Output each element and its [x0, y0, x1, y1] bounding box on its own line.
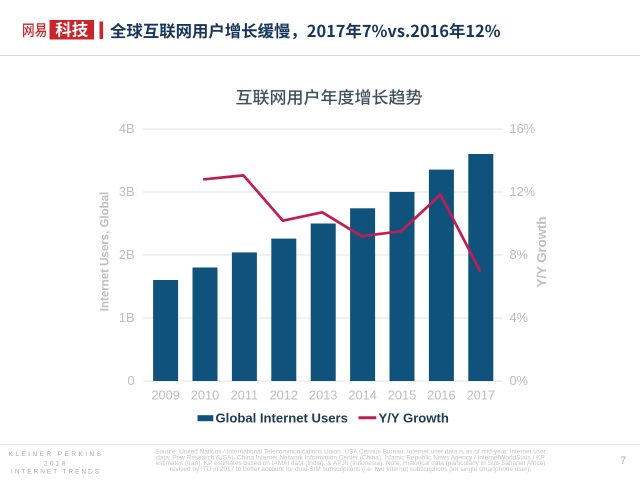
svg-text:2011: 2011 — [231, 388, 259, 403]
svg-text:Y/Y Growth: Y/Y Growth — [379, 410, 449, 425]
svg-text:estimates (Iran), KP estimates: estimates (Iran), KP estimates based on … — [156, 460, 546, 467]
svg-text:Internet Users, Global: Internet Users, Global — [100, 192, 112, 312]
svg-text:2016: 2016 — [427, 388, 455, 403]
svg-text:2B: 2B — [119, 247, 135, 262]
svg-text:Global Internet Users: Global Internet Users — [216, 410, 348, 425]
svg-text:4B: 4B — [119, 121, 135, 136]
svg-text:2013: 2013 — [309, 388, 337, 403]
svg-text:2012: 2012 — [270, 388, 298, 403]
svg-text:revised by ITU in 2017 to bett: revised by ITU in 2017 to better account… — [170, 466, 532, 473]
svg-text:Source: United Nations / Inter: Source: United Nations / International T… — [155, 449, 546, 456]
svg-text:4%: 4% — [510, 310, 529, 325]
svg-text:Y/Y Growth: Y/Y Growth — [534, 217, 549, 288]
svg-text:1B: 1B — [119, 310, 135, 325]
svg-text:0: 0 — [127, 373, 134, 388]
svg-text:0%: 0% — [510, 373, 529, 388]
svg-text:2015: 2015 — [388, 388, 416, 403]
svg-text:2010: 2010 — [191, 388, 219, 403]
svg-text:2014: 2014 — [348, 388, 376, 403]
svg-text:7: 7 — [620, 455, 626, 467]
svg-text:12%: 12% — [510, 184, 536, 199]
svg-text:16%: 16% — [510, 121, 536, 136]
svg-text:3B: 3B — [119, 184, 135, 199]
svg-text:INTERNET TRENDS: INTERNET TRENDS — [11, 469, 101, 476]
svg-text:2009: 2009 — [151, 388, 179, 403]
svg-text:2017: 2017 — [467, 388, 495, 403]
svg-text:2018: 2018 — [44, 460, 68, 467]
svg-text:data: Pew Research (USA), Chin: data: Pew Research (USA), China Internet… — [156, 454, 544, 461]
svg-text:KLEINER PERKINS: KLEINER PERKINS — [9, 451, 104, 458]
svg-text:8%: 8% — [510, 247, 529, 262]
